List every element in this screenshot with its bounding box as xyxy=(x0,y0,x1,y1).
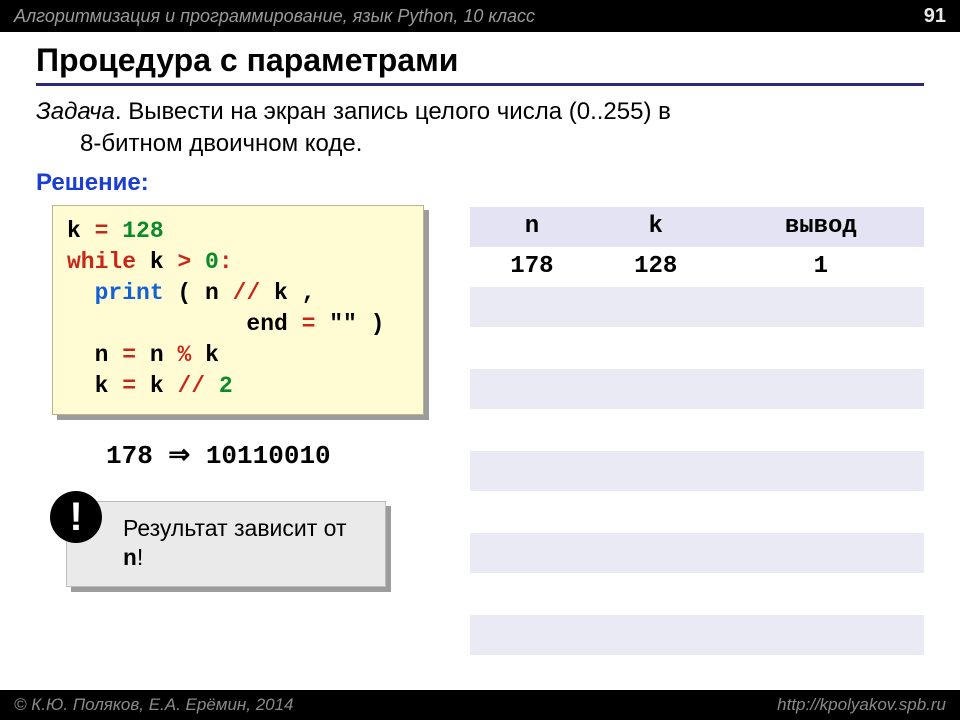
page-number: 91 xyxy=(924,5,946,28)
cell-k: 128 xyxy=(594,247,718,287)
task-line2: 8-битном двоичном коде. xyxy=(36,128,924,160)
footer-authors: © К.Ю. Поляков, Е.А. Ерёмин, 2014 xyxy=(14,695,294,715)
exclamation-badge: ! xyxy=(50,491,102,543)
slide-title: Процедура с параметрами xyxy=(36,42,924,86)
task-line1: . Вывести на экран запись целого числа (… xyxy=(115,98,671,125)
note-box: Результат зависит от n! xyxy=(66,501,386,587)
note-callout: ! Результат зависит от n! xyxy=(66,501,386,587)
cell-out: 1 xyxy=(718,247,924,287)
example-output: 10110010 xyxy=(206,441,331,471)
arrow-icon: ⇒ xyxy=(168,439,190,469)
task-label: Задача xyxy=(36,98,115,125)
course-title: Алгоритмизация и программирование, язык … xyxy=(14,6,535,27)
code-block: k = 128 while k > 0: print ( n // k , en… xyxy=(52,205,424,415)
example-line: 178 ⇒ 10110010 xyxy=(106,439,446,471)
header-bar: Алгоритмизация и программирование, язык … xyxy=(0,0,960,32)
slide-content: Процедура с параметрами Задача. Вывести … xyxy=(0,32,960,655)
note-text-a: Результат зависит от xyxy=(123,515,347,541)
th-out: вывод xyxy=(718,207,924,247)
th-k: k xyxy=(594,207,718,247)
note-var: n xyxy=(123,546,137,572)
footer-url: http://kpolyakov.spb.ru xyxy=(777,695,946,715)
trace-table: n k вывод 178 128 1 xyxy=(470,207,924,655)
th-n: n xyxy=(470,207,594,247)
footer-bar: © К.Ю. Поляков, Е.А. Ерёмин, 2014 http:/… xyxy=(0,690,960,720)
example-input: 178 xyxy=(106,441,153,471)
solution-label: Решение: xyxy=(36,169,924,197)
task-text: Задача. Вывести на экран запись целого ч… xyxy=(36,96,924,161)
note-text-c: ! xyxy=(137,544,143,570)
cell-n: 178 xyxy=(470,247,594,287)
